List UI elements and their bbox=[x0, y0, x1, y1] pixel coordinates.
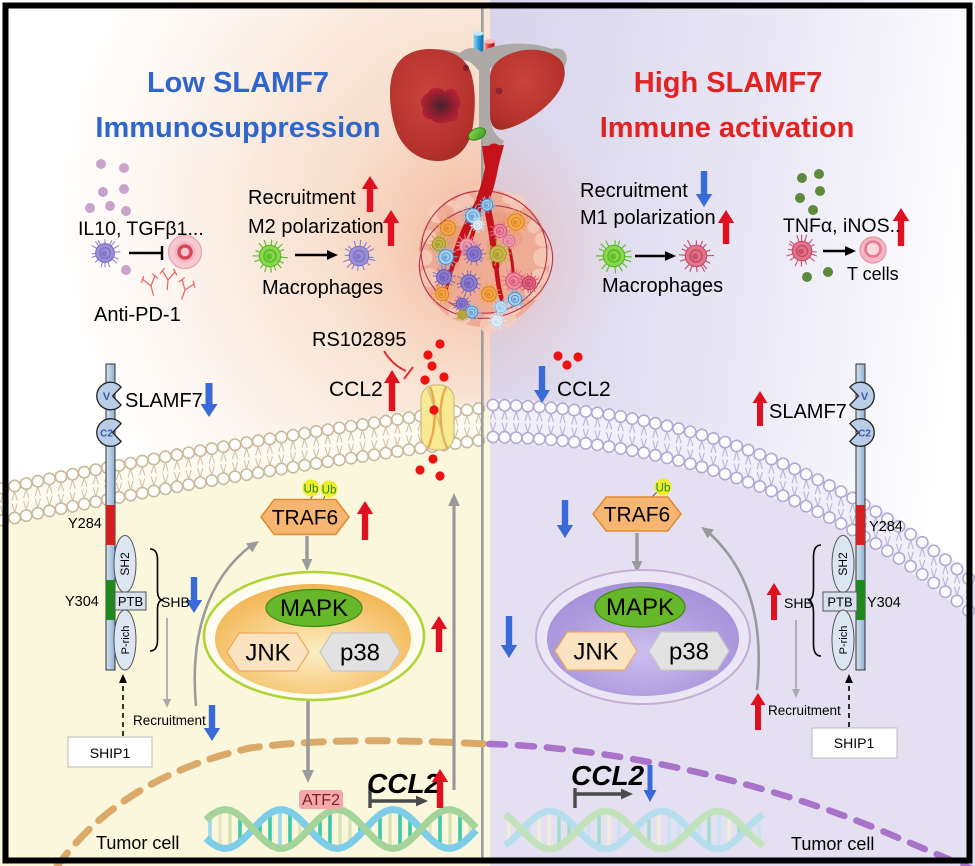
svg-text:JNK: JNK bbox=[573, 639, 618, 666]
svg-text:Y284: Y284 bbox=[869, 519, 903, 535]
svg-text:P-rich: P-rich bbox=[838, 626, 850, 655]
svg-text:Tumor cell: Tumor cell bbox=[96, 833, 179, 853]
svg-text:SHIP1: SHIP1 bbox=[90, 745, 131, 761]
svg-text:PTB: PTB bbox=[827, 595, 852, 610]
svg-text:Macrophages: Macrophages bbox=[262, 277, 383, 299]
svg-text:C2: C2 bbox=[100, 429, 113, 440]
svg-text:Immune activation: Immune activation bbox=[600, 112, 855, 144]
svg-text:Ub: Ub bbox=[304, 484, 319, 496]
svg-text:Y304: Y304 bbox=[867, 595, 901, 611]
svg-text:High SLAMF7: High SLAMF7 bbox=[634, 67, 823, 99]
svg-text:Y284: Y284 bbox=[68, 516, 102, 532]
svg-text:T cells: T cells bbox=[847, 264, 899, 284]
svg-text:Low SLAMF7: Low SLAMF7 bbox=[147, 67, 329, 99]
svg-text:CCL2: CCL2 bbox=[557, 378, 611, 401]
svg-text:SLAMF7: SLAMF7 bbox=[125, 390, 203, 412]
svg-text:Ub: Ub bbox=[322, 485, 337, 497]
svg-text:Recruitment: Recruitment bbox=[768, 703, 841, 718]
svg-text:p38: p38 bbox=[669, 639, 709, 666]
svg-text:JNK: JNK bbox=[245, 640, 290, 667]
svg-text:Y304: Y304 bbox=[65, 594, 99, 610]
svg-text:M1 polarization: M1 polarization bbox=[580, 207, 716, 229]
svg-text:Recruitment: Recruitment bbox=[580, 180, 688, 202]
svg-text:CCL2: CCL2 bbox=[329, 378, 383, 401]
svg-text:RS102895: RS102895 bbox=[312, 329, 407, 351]
svg-text:p38: p38 bbox=[340, 640, 380, 667]
svg-text:Macrophages: Macrophages bbox=[602, 275, 723, 297]
svg-text:TRAF6: TRAF6 bbox=[604, 504, 671, 527]
svg-text:Tumor cell: Tumor cell bbox=[791, 834, 874, 854]
svg-text:Immunosuppression: Immunosuppression bbox=[95, 112, 380, 144]
svg-text:SH2: SH2 bbox=[118, 552, 132, 576]
svg-text:Recruitment: Recruitment bbox=[133, 713, 206, 728]
svg-text:M2 polarization: M2 polarization bbox=[248, 216, 384, 238]
svg-text:V: V bbox=[103, 391, 111, 403]
svg-text:IL10, TGFβ1...: IL10, TGFβ1... bbox=[78, 218, 204, 240]
svg-text:SHB: SHB bbox=[784, 595, 813, 611]
svg-text:ATF2: ATF2 bbox=[302, 792, 340, 809]
svg-text:TNFα, iNOS..: TNFα, iNOS.. bbox=[783, 215, 900, 237]
svg-text:CCL2: CCL2 bbox=[571, 760, 645, 791]
svg-text:MAPK: MAPK bbox=[280, 595, 348, 622]
svg-text:C2: C2 bbox=[858, 429, 871, 440]
svg-text:Anti-PD-1: Anti-PD-1 bbox=[94, 304, 181, 326]
svg-text:SLAMF7: SLAMF7 bbox=[769, 401, 847, 423]
svg-text:SH2: SH2 bbox=[836, 552, 850, 576]
svg-text:P-rich: P-rich bbox=[120, 626, 132, 655]
svg-text:TRAF6: TRAF6 bbox=[272, 507, 339, 530]
svg-text:SHIP1: SHIP1 bbox=[834, 735, 875, 751]
svg-text:SHB: SHB bbox=[161, 594, 190, 610]
svg-text:CCL2: CCL2 bbox=[367, 768, 441, 799]
svg-text:PTB: PTB bbox=[118, 594, 143, 609]
svg-text:Recruitment: Recruitment bbox=[248, 187, 356, 209]
svg-text:V: V bbox=[861, 391, 869, 403]
svg-text:MAPK: MAPK bbox=[606, 594, 674, 621]
svg-text:Ub: Ub bbox=[656, 483, 671, 495]
